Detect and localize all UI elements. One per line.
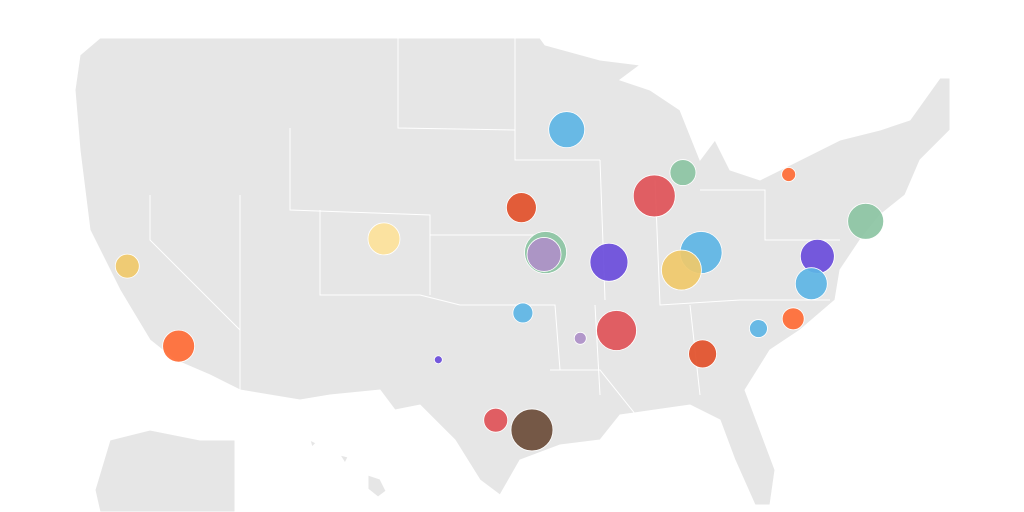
city-bubble <box>781 167 797 182</box>
city-bubble <box>483 407 509 433</box>
hawaii <box>309 439 387 498</box>
city-bubble <box>510 408 554 452</box>
city-bubble <box>688 339 717 369</box>
city-bubble <box>799 238 835 274</box>
city-bubble <box>162 329 196 363</box>
city-bubble <box>661 249 702 291</box>
city-bubble <box>847 202 885 240</box>
city-bubble <box>781 307 805 331</box>
city-bubble <box>596 310 637 351</box>
points <box>114 111 885 452</box>
city-bubble <box>548 111 586 149</box>
city-bubble <box>589 242 629 282</box>
city-bubble <box>505 192 537 224</box>
city-bubble <box>526 237 562 272</box>
city-bubble <box>573 331 587 345</box>
contiguous-us <box>74 37 951 506</box>
city-bubble <box>632 174 676 218</box>
city-bubble <box>512 302 534 324</box>
city-bubble <box>669 159 697 186</box>
city-bubble <box>114 253 140 279</box>
alaska <box>94 429 236 512</box>
city-bubble <box>749 319 768 338</box>
city-bubble <box>433 355 443 365</box>
city-bubble <box>367 222 401 256</box>
city-bubble <box>794 267 828 301</box>
